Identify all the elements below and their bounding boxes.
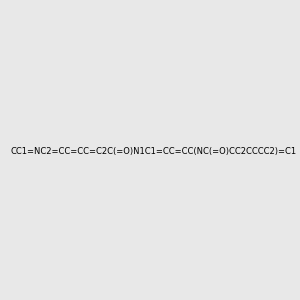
Text: CC1=NC2=CC=CC=C2C(=O)N1C1=CC=CC(NC(=O)CC2CCCC2)=C1: CC1=NC2=CC=CC=C2C(=O)N1C1=CC=CC(NC(=O)CC…: [11, 147, 297, 156]
